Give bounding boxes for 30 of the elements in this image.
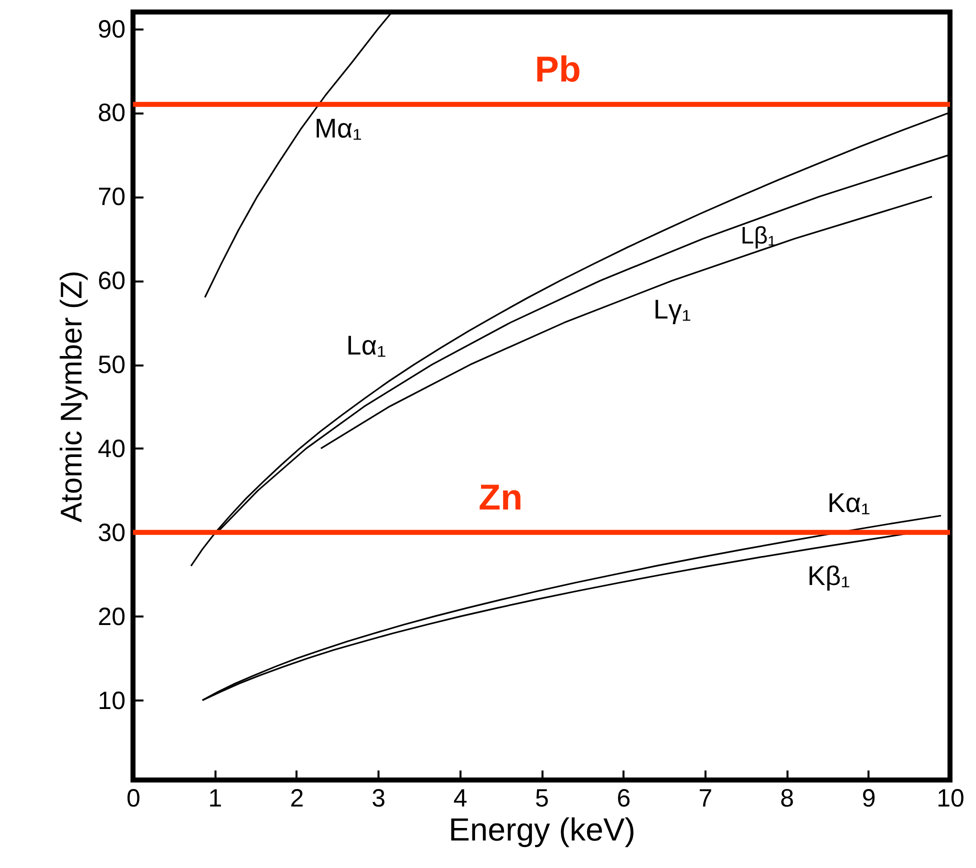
x-tick-label: 8 bbox=[780, 784, 794, 812]
x-tick-label: 7 bbox=[698, 784, 712, 812]
series-label: Lβ₁ bbox=[740, 222, 776, 250]
ref-line-label: Zn bbox=[478, 476, 523, 518]
y-axis-title: Atomic Nymber (Z) bbox=[56, 270, 89, 522]
y-tick-label: 30 bbox=[98, 518, 126, 547]
y-tick-label: 20 bbox=[98, 602, 126, 631]
x-tick-label: 4 bbox=[453, 784, 468, 812]
x-tick-label: 6 bbox=[616, 784, 631, 812]
x-tick-label: 3 bbox=[372, 784, 386, 812]
y-tick-label: 70 bbox=[98, 183, 126, 212]
y-tick-label: 10 bbox=[98, 686, 126, 715]
x-tick-label: 5 bbox=[535, 784, 549, 812]
series-label: Kα₁ bbox=[827, 488, 870, 518]
series-label: Lα₁ bbox=[346, 330, 386, 361]
series-label: Kβ₁ bbox=[807, 561, 850, 592]
x-tick-label: 10 bbox=[936, 784, 964, 812]
x-tick-label: 1 bbox=[208, 784, 222, 812]
x-axis-title: Energy (keV) bbox=[448, 812, 636, 848]
x-tick-label: 9 bbox=[862, 784, 876, 812]
y-tick-label: 50 bbox=[98, 351, 126, 380]
ref-line-label: Pb bbox=[534, 48, 581, 90]
x-tick-label: 2 bbox=[290, 784, 304, 812]
series-label: Lγ₁ bbox=[653, 294, 692, 325]
y-tick-label: 80 bbox=[98, 99, 126, 128]
y-tick-label: 90 bbox=[98, 15, 126, 44]
y-tick-label: 40 bbox=[98, 434, 126, 463]
series-label: Mα₁ bbox=[314, 114, 362, 144]
x-tick-label: 0 bbox=[126, 784, 140, 812]
y-tick-label: 60 bbox=[98, 267, 126, 296]
